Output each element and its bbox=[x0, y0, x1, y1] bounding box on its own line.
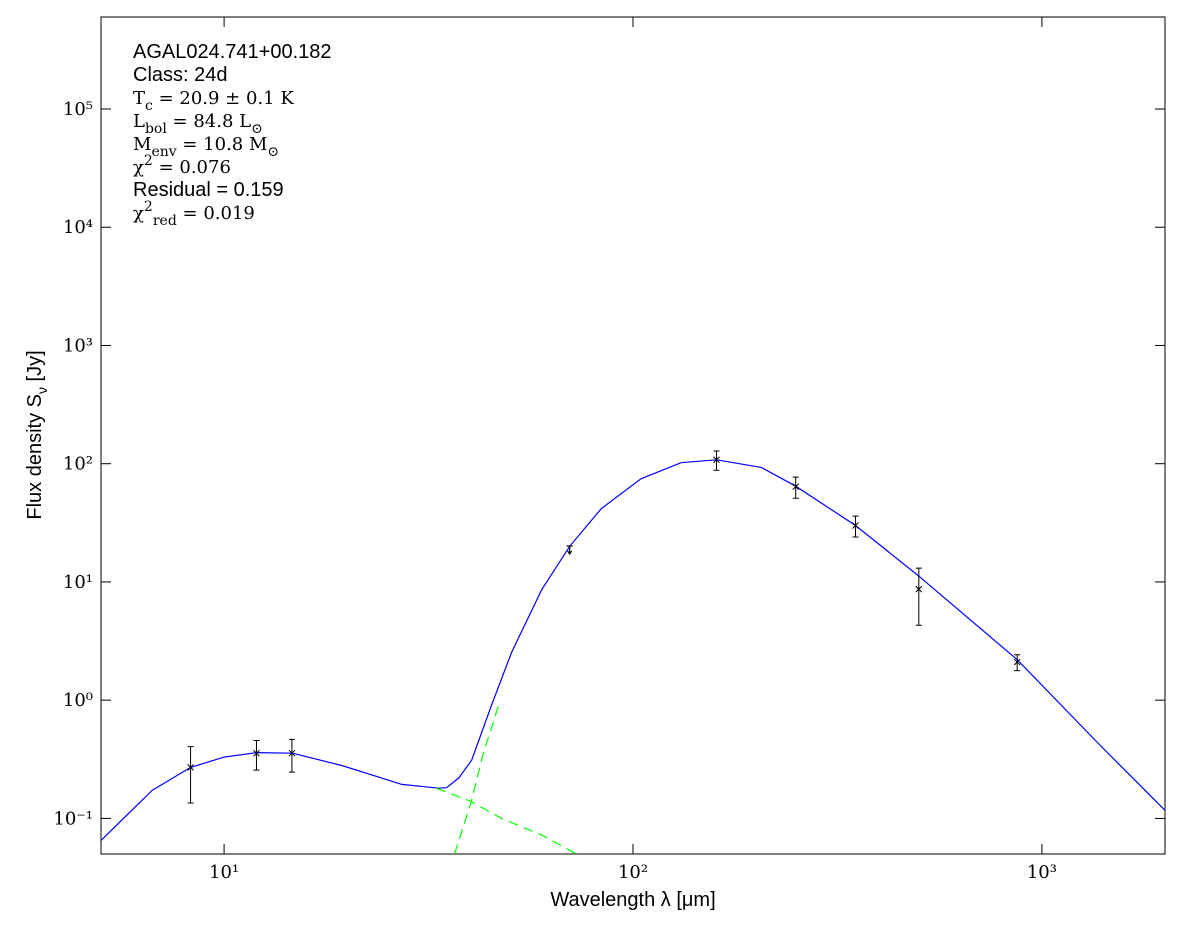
text-part: T bbox=[133, 88, 145, 109]
annotation: Tc = 20.9 ± 0.1 K bbox=[133, 88, 294, 114]
error-bar bbox=[792, 476, 799, 499]
data-point bbox=[792, 483, 800, 490]
y-tick-label: 10³ bbox=[63, 335, 93, 356]
model-component bbox=[453, 705, 500, 854]
x-tick-label: 10³ bbox=[1027, 862, 1057, 883]
x-axis-label: Wavelength λ [μm] bbox=[550, 889, 715, 911]
text-part: S bbox=[24, 394, 46, 407]
text-part: χ bbox=[133, 157, 144, 178]
annotation: Class: 24d bbox=[133, 64, 228, 86]
text-part: bol bbox=[145, 121, 167, 137]
y-tick-label: 10⁰ bbox=[63, 690, 93, 711]
x-tick-label: 10¹ bbox=[209, 862, 239, 883]
text-part: ν bbox=[34, 387, 50, 394]
text-part: AGAL024.741+00.182 bbox=[133, 41, 332, 63]
y-tick-label: 10⁴ bbox=[63, 217, 93, 238]
annotation: Residual = 0.159 bbox=[133, 179, 284, 201]
text-part: Flux density bbox=[24, 407, 46, 519]
error-bar bbox=[288, 738, 295, 773]
data-point bbox=[253, 749, 260, 757]
data-point bbox=[852, 522, 859, 529]
data-point bbox=[187, 764, 194, 771]
text-part: = 0.019 bbox=[177, 203, 255, 224]
text-part: = 20.9 ± 0.1 K bbox=[153, 88, 294, 109]
data-point bbox=[288, 749, 296, 757]
y-tick-label: 10² bbox=[63, 454, 93, 475]
annotation: Menv = 10.8 M⊙ bbox=[133, 134, 279, 160]
text-part: = 0.076 bbox=[153, 157, 231, 178]
model-component bbox=[435, 787, 577, 854]
text-part: ⊙ bbox=[251, 121, 263, 137]
text-part: c bbox=[145, 98, 153, 114]
error-bar bbox=[187, 746, 194, 804]
error-bar bbox=[253, 739, 260, 771]
text-part: χ bbox=[133, 203, 144, 224]
text-part: ⊙ bbox=[267, 144, 279, 160]
text-part: env bbox=[151, 144, 176, 160]
data-point bbox=[1013, 658, 1021, 666]
data-point bbox=[915, 585, 923, 593]
text-part: M bbox=[133, 134, 151, 155]
error-bar bbox=[915, 567, 922, 626]
annotation: χ2red = 0.019 bbox=[133, 199, 255, 229]
annotation: AGAL024.741+00.182 bbox=[133, 41, 332, 63]
text-part: Residual = 0.159 bbox=[133, 179, 284, 201]
y-tick-label: 10⁻¹ bbox=[53, 808, 93, 829]
plot-area bbox=[101, 450, 1165, 854]
data-point bbox=[713, 456, 720, 464]
annotation: χ2 = 0.076 bbox=[133, 153, 231, 178]
y-tick-label: 10⁵ bbox=[63, 99, 93, 120]
text-part: 2 bbox=[144, 199, 153, 215]
text-part: = 84.8 L bbox=[167, 111, 251, 132]
annotation: Lbol = 84.8 L⊙ bbox=[133, 111, 263, 137]
text-part: 2 bbox=[144, 153, 153, 169]
text-part: Class: 24d bbox=[133, 64, 228, 86]
text-part: = 10.8 M bbox=[177, 134, 268, 155]
error-bar bbox=[852, 515, 859, 538]
model-line bbox=[101, 459, 1165, 841]
y-tick-label: 10¹ bbox=[63, 572, 93, 593]
text-part: L bbox=[133, 111, 145, 132]
y-axis-label: Flux density Sν [Jy] bbox=[24, 350, 50, 519]
text-part: [Jy] bbox=[24, 350, 46, 387]
x-tick-label: 10² bbox=[618, 862, 648, 883]
error-bar bbox=[713, 450, 720, 471]
text-part: red bbox=[153, 213, 177, 229]
upper-limit bbox=[566, 545, 573, 556]
